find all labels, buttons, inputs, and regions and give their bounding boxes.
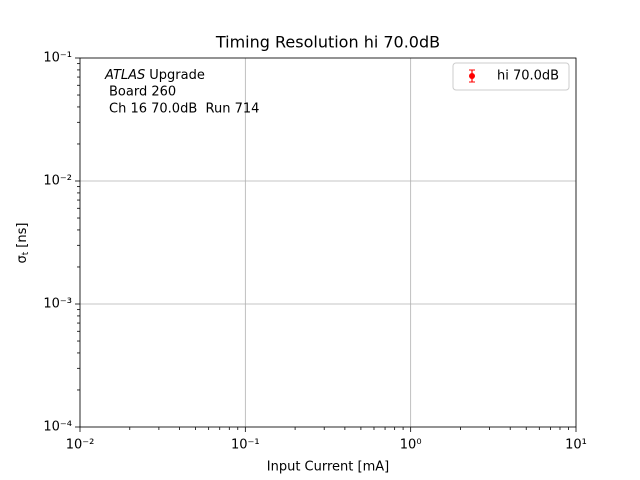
annotation-line: Ch 16 70.0dB Run 714 (109, 102, 259, 117)
legend-label: hi 70.0dB (497, 69, 559, 84)
annotation: ATLAS Upgrade (104, 68, 205, 83)
axes-frame (79, 57, 577, 428)
y-tick-label: 10⁻³ (43, 297, 72, 312)
y-tick-label: 10⁻¹ (43, 51, 72, 66)
x-tick-label: 10⁻² (66, 438, 95, 453)
y-tick-label: 10⁻² (43, 174, 72, 189)
y-label-symbol: σ (15, 255, 30, 263)
legend-marker (469, 73, 475, 79)
y-label-subscript: t (21, 251, 31, 255)
legend-box (452, 62, 570, 91)
plot-area: 10⁻² 10⁻¹ 10⁰ 10¹ 10⁻⁴ 10⁻³ 10⁻² 10⁻¹ hi 70.0dB (43, 51, 587, 453)
annotation-experiment: ATLAS (104, 68, 145, 83)
x-tick-label: 10¹ (565, 438, 587, 453)
y-axis-label: σt [ns] (15, 223, 31, 264)
y-tick-label: 10⁻⁴ (43, 420, 72, 435)
annotation-line: Board 260 (109, 85, 176, 100)
chart-title: Timing Resolution hi 70.0dB (215, 33, 440, 52)
x-axis-label: Input Current [mA] (267, 460, 389, 475)
x-tick-label: 10⁻¹ (231, 438, 260, 453)
annotation-line: Upgrade (149, 68, 205, 83)
x-tick-label: 10⁰ (400, 438, 422, 453)
y-label-unit: [ns] (15, 223, 30, 248)
legend: hi 70.0dB (452, 62, 570, 91)
